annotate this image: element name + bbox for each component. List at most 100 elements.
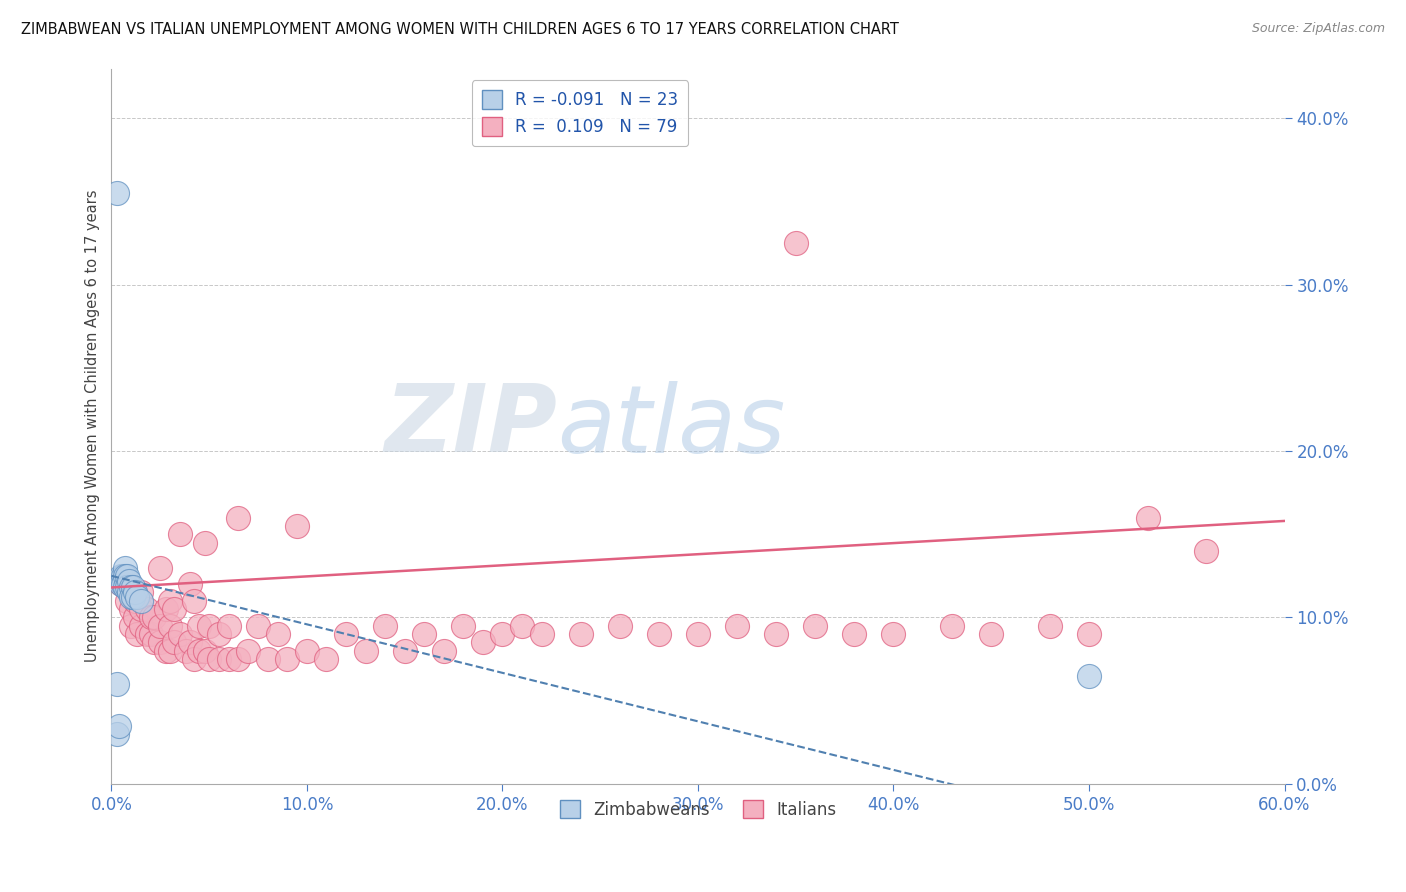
Point xyxy=(112,577,135,591)
Point xyxy=(295,643,318,657)
Point xyxy=(256,652,278,666)
Point xyxy=(266,627,288,641)
Point xyxy=(179,635,201,649)
Point xyxy=(120,591,142,605)
Point xyxy=(1039,618,1062,632)
Point xyxy=(208,652,231,666)
Point xyxy=(163,602,186,616)
Point xyxy=(183,652,205,666)
Point xyxy=(285,519,308,533)
Point xyxy=(491,627,513,641)
Point xyxy=(1136,510,1159,524)
Point xyxy=(155,602,177,616)
Point xyxy=(276,652,298,666)
Point xyxy=(238,643,260,657)
Point xyxy=(163,635,186,649)
Legend: Zimbabweans, Italians: Zimbabweans, Italians xyxy=(553,794,844,825)
Point xyxy=(143,610,166,624)
Point xyxy=(174,643,197,657)
Point xyxy=(118,585,141,599)
Point xyxy=(114,581,136,595)
Point xyxy=(188,618,211,632)
Point xyxy=(110,569,132,583)
Point xyxy=(1078,627,1101,641)
Point xyxy=(648,627,671,641)
Point xyxy=(115,594,138,608)
Point xyxy=(124,610,146,624)
Point xyxy=(804,618,827,632)
Point xyxy=(129,618,152,632)
Point xyxy=(122,591,145,605)
Point xyxy=(124,594,146,608)
Point xyxy=(844,627,866,641)
Text: Source: ZipAtlas.com: Source: ZipAtlas.com xyxy=(1251,22,1385,36)
Point xyxy=(394,643,416,657)
Text: ZIMBABWEAN VS ITALIAN UNEMPLOYMENT AMONG WOMEN WITH CHILDREN AGES 6 TO 17 YEARS : ZIMBABWEAN VS ITALIAN UNEMPLOYMENT AMONG… xyxy=(21,22,898,37)
Point xyxy=(569,627,592,641)
Point xyxy=(765,627,787,641)
Point xyxy=(129,594,152,608)
Point xyxy=(218,652,240,666)
Point xyxy=(114,569,136,583)
Point xyxy=(198,652,221,666)
Point xyxy=(413,627,436,641)
Point xyxy=(108,718,131,732)
Y-axis label: Unemployment Among Women with Children Ages 6 to 17 years: Unemployment Among Women with Children A… xyxy=(86,190,100,663)
Point xyxy=(686,627,709,641)
Point xyxy=(159,594,181,608)
Point xyxy=(139,627,162,641)
Point xyxy=(725,618,748,632)
Point xyxy=(118,574,141,588)
Point xyxy=(194,643,217,657)
Point xyxy=(110,577,132,591)
Point xyxy=(125,591,148,605)
Point xyxy=(218,618,240,632)
Point xyxy=(143,635,166,649)
Point xyxy=(169,627,191,641)
Point xyxy=(1195,544,1218,558)
Point xyxy=(149,560,172,574)
Point xyxy=(510,618,533,632)
Point xyxy=(530,627,553,641)
Point xyxy=(120,602,142,616)
Point xyxy=(149,635,172,649)
Point xyxy=(105,677,128,691)
Point xyxy=(169,527,191,541)
Point xyxy=(941,618,963,632)
Point xyxy=(471,635,494,649)
Point xyxy=(785,236,807,251)
Point xyxy=(335,627,357,641)
Point xyxy=(129,602,152,616)
Point xyxy=(135,627,157,641)
Text: ZIP: ZIP xyxy=(384,380,557,472)
Point xyxy=(125,627,148,641)
Text: atlas: atlas xyxy=(557,381,786,472)
Point xyxy=(354,643,377,657)
Point xyxy=(155,643,177,657)
Point xyxy=(135,602,157,616)
Point xyxy=(453,618,475,632)
Point xyxy=(159,618,181,632)
Point xyxy=(228,510,250,524)
Point xyxy=(208,627,231,641)
Point xyxy=(198,618,221,632)
Point xyxy=(183,594,205,608)
Point xyxy=(374,618,396,632)
Point xyxy=(882,627,904,641)
Point xyxy=(179,577,201,591)
Point xyxy=(114,560,136,574)
Point xyxy=(315,652,337,666)
Point xyxy=(115,569,138,583)
Point xyxy=(139,610,162,624)
Point xyxy=(159,643,181,657)
Point xyxy=(112,569,135,583)
Point xyxy=(105,727,128,741)
Point xyxy=(115,581,138,595)
Point xyxy=(122,581,145,595)
Point xyxy=(120,581,142,595)
Point xyxy=(120,618,142,632)
Point xyxy=(433,643,456,657)
Point xyxy=(194,535,217,549)
Point xyxy=(188,643,211,657)
Point xyxy=(105,186,128,201)
